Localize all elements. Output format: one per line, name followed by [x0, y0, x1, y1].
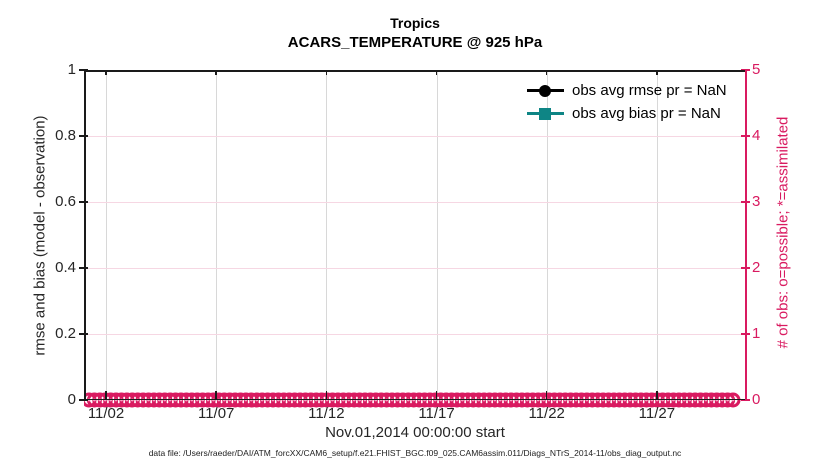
x-tick-label: 11/07: [197, 405, 235, 422]
gridline-vertical: [216, 70, 218, 400]
legend-label-bias: obs avg bias pr = NaN: [572, 105, 721, 122]
legend-label-rmse: obs avg rmse pr = NaN: [572, 82, 727, 99]
left-y-tick-label: 0.6: [55, 193, 76, 210]
x-tick-label: 11/27: [638, 405, 676, 422]
x-tick-label: 11/22: [528, 405, 565, 422]
right-y-tick-mark: [741, 399, 750, 401]
gridline-vertical: [436, 70, 438, 400]
axis-spine-top: [84, 70, 747, 72]
chart-title: Tropics: [390, 15, 440, 31]
right-y-tick-label: 2: [752, 259, 761, 276]
left-y-tick-mark: [79, 135, 88, 137]
legend-row-bias: obs avg bias pr = NaN: [527, 102, 727, 125]
axis-spine-bottom: [84, 398, 747, 400]
x-axis-label: Nov.01,2014 00:00:00 start: [325, 424, 505, 441]
x-tick-mark-top: [325, 70, 328, 75]
gridline-vertical: [546, 70, 548, 400]
x-tick-label: 11/17: [418, 405, 455, 422]
right-y-tick-label: 1: [752, 325, 761, 342]
left-y-tick-mark: [79, 399, 88, 401]
x-tick-mark: [435, 391, 438, 400]
x-tick-mark: [545, 391, 548, 400]
right-y-axis-label: # of obs: o=possible; *=assimilated: [774, 116, 792, 349]
left-y-tick-mark: [79, 267, 88, 269]
x-tick-mark-top: [215, 70, 217, 75]
gridline-vertical: [106, 70, 108, 400]
x-tick-label: 11/02: [87, 405, 125, 422]
x-tick-mark-top: [656, 70, 658, 75]
left-y-tick-label: 0.2: [55, 325, 76, 342]
left-y-axis-label: rmse and bias (model - observation): [31, 115, 49, 356]
left-y-tick-label: 0: [67, 391, 76, 408]
title-block: Tropics ACARS_TEMPERATURE @ 925 hPa: [0, 14, 830, 53]
gridline-horizontal: [84, 201, 745, 203]
gridline-vertical: [656, 70, 658, 400]
right-y-tick-label: 4: [752, 127, 761, 144]
x-tick-mark: [105, 391, 107, 400]
data-file-path: data file: /Users/raeder/DAI/ATM_forcXX/…: [148, 448, 682, 458]
gridline-horizontal: [84, 267, 745, 269]
bias-square-marker: [539, 107, 551, 120]
x-tick-mark-top: [435, 70, 438, 75]
x-tick-mark-top: [545, 70, 548, 75]
axis-spine-right: [745, 70, 747, 400]
left-y-tick-mark: [79, 69, 88, 71]
left-y-tick-mark: [79, 333, 88, 335]
x-tick-mark: [325, 391, 328, 400]
axis-spine-left: [84, 70, 86, 400]
rmse-line-circle-marker-icon: [527, 84, 564, 98]
x-tick-mark: [656, 391, 658, 400]
left-y-tick-label: 1: [67, 61, 76, 78]
x-tick-mark: [215, 391, 217, 400]
legend-row-rmse: obs avg rmse pr = NaN: [527, 79, 727, 102]
gridline-horizontal: [84, 135, 745, 137]
gridline-vertical: [326, 70, 328, 400]
x-tick-label: 11/12: [308, 405, 345, 422]
left-y-tick-label: 0.8: [55, 127, 76, 144]
chart-subtitle: ACARS_TEMPERATURE @ 925 hPa: [287, 34, 543, 51]
left-y-tick-mark: [79, 201, 88, 203]
gridline-horizontal: [84, 333, 745, 335]
obs-count-marker-band: [84, 392, 741, 408]
x-tick-mark-top: [105, 70, 107, 75]
right-y-tick-label: 3: [752, 193, 761, 210]
bias-line-square-marker-icon: [527, 107, 564, 121]
left-y-tick-label: 0.4: [55, 259, 76, 276]
right-y-tick-label: 0: [752, 391, 761, 408]
legend: obs avg rmse pr = NaN obs avg bias pr = …: [527, 79, 727, 125]
rmse-circle-marker: [539, 84, 551, 97]
right-y-tick-label: 5: [752, 61, 761, 78]
